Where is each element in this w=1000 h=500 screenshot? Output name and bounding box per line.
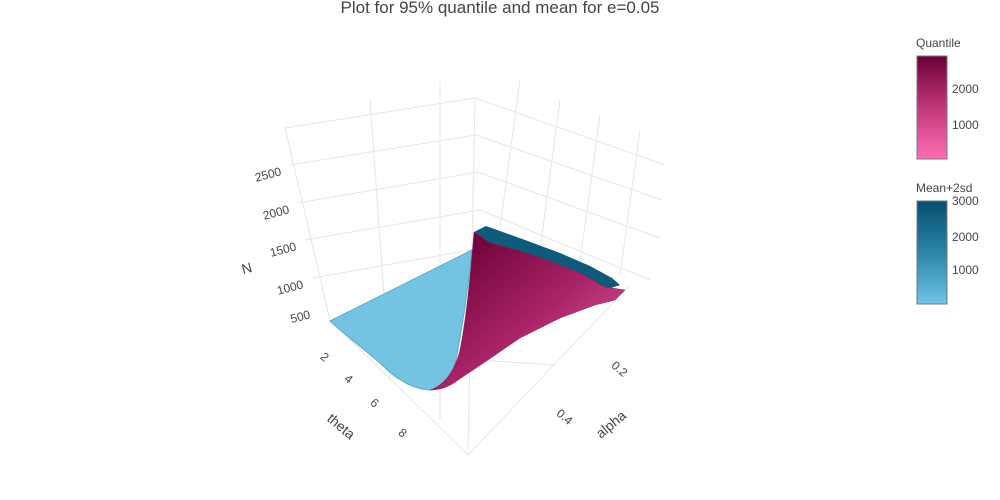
y-axis: 0.2 0.4 alpha bbox=[554, 358, 631, 441]
z-tick-label: 2000 bbox=[261, 202, 291, 223]
chart-title: Plot for 95% quantile and mean for e=0.0… bbox=[341, 0, 660, 17]
colorbar-quantile-tick: 1000 bbox=[952, 118, 979, 132]
colorbar-mean-tick: 3000 bbox=[952, 194, 979, 208]
colorbar-mean-title: Mean+2sd bbox=[916, 181, 972, 195]
colorbar-mean: Mean+2sd 3000 2000 1000 bbox=[916, 181, 979, 305]
z-axis: N 500 1000 1500 2000 2500 bbox=[240, 164, 312, 326]
y-tick-label: 0.4 bbox=[554, 406, 576, 428]
colorbar-mean-tick: 1000 bbox=[952, 263, 979, 277]
z-axis-title: N bbox=[240, 259, 254, 277]
colorbar-mean-scale bbox=[916, 200, 948, 305]
mean-surface-top[interactable] bbox=[474, 226, 620, 290]
z-tick-label: 2500 bbox=[253, 164, 283, 185]
colorbar-mean-tick: 2000 bbox=[952, 230, 979, 244]
colorbar-quantile-title: Quantile bbox=[916, 36, 961, 50]
x-tick-label: 4 bbox=[342, 371, 356, 386]
x-tick-label: 8 bbox=[396, 425, 410, 440]
z-tick-label: 1500 bbox=[268, 239, 298, 260]
x-tick-label: 6 bbox=[368, 395, 382, 410]
y-axis-title: alpha bbox=[593, 407, 630, 441]
x-axis-title: theta bbox=[324, 410, 358, 442]
y-tick-label: 0.2 bbox=[609, 358, 631, 380]
z-tick-label: 500 bbox=[289, 307, 312, 326]
x-tick-label: 2 bbox=[318, 349, 332, 364]
colorbar-quantile: Quantile 2000 1000 bbox=[916, 36, 979, 160]
z-tick-label: 1000 bbox=[275, 277, 305, 298]
grid-lines bbox=[284, 79, 666, 456]
quantile-surface[interactable] bbox=[429, 231, 626, 391]
colorbar-quantile-tick: 2000 bbox=[952, 82, 979, 96]
colorbar-quantile-scale bbox=[916, 55, 948, 160]
